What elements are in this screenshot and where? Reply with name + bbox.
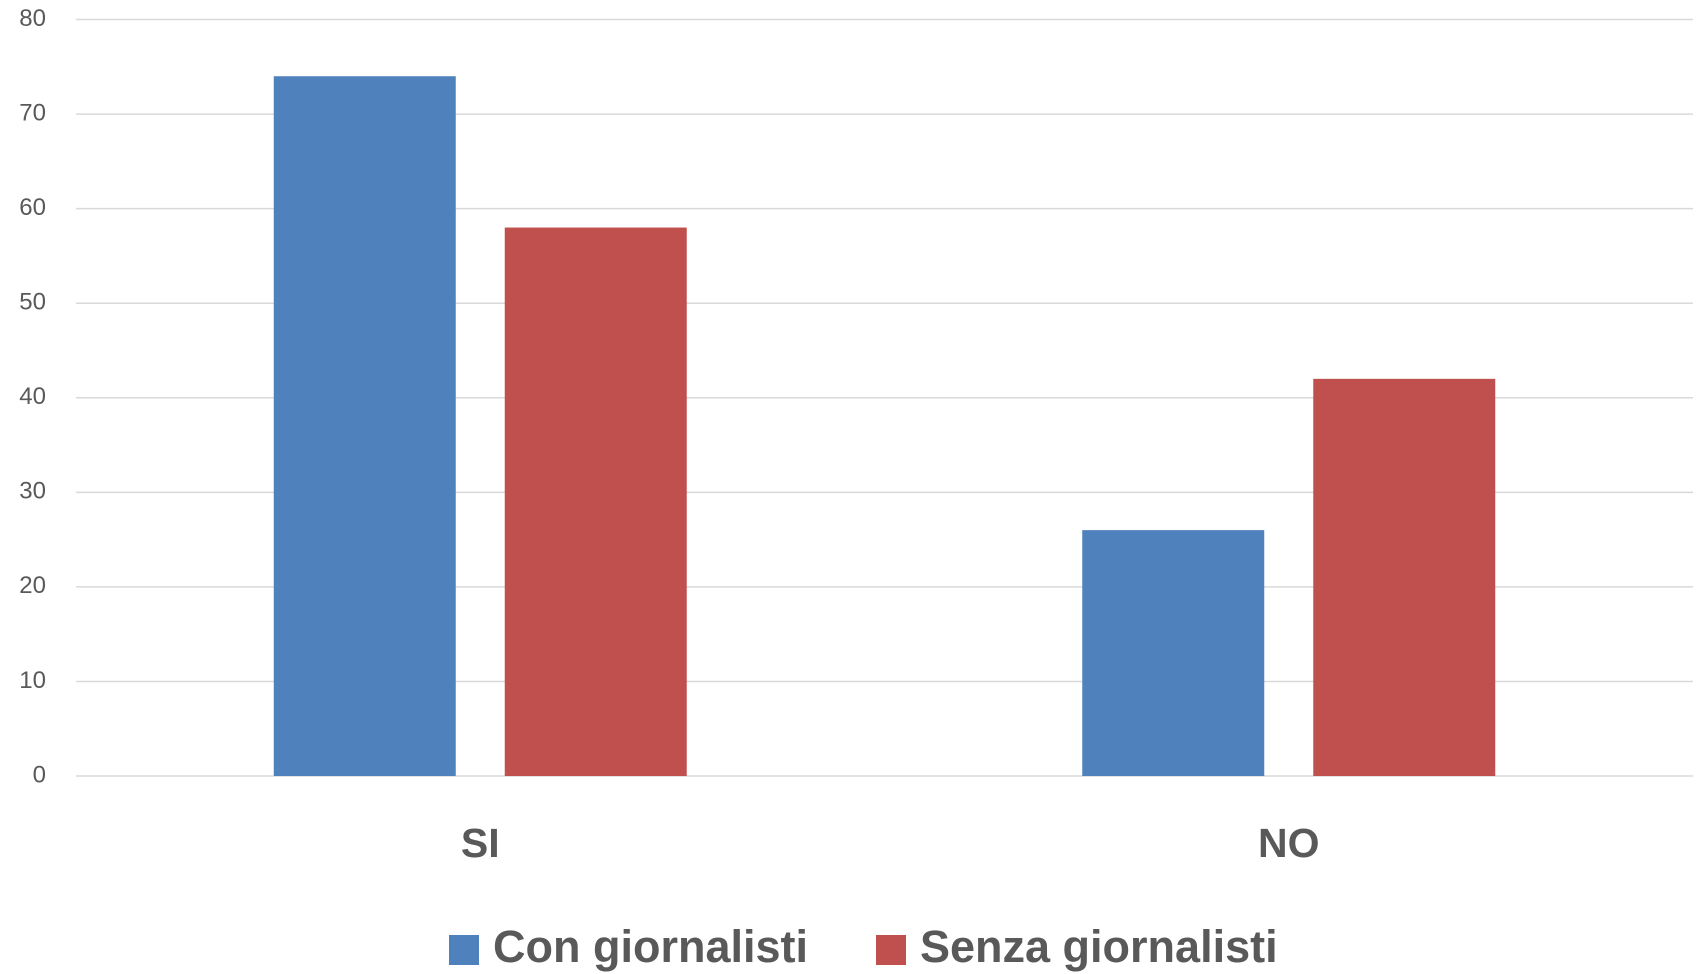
y-tick-label: 60	[19, 194, 46, 221]
legend-swatch	[449, 935, 479, 965]
legend-swatch	[876, 935, 906, 965]
legend-label: Senza giornalisti	[920, 921, 1278, 972]
y-tick-label: 30	[19, 478, 46, 505]
bar	[1082, 530, 1265, 776]
y-tick-label: 40	[19, 383, 46, 410]
y-tick-label: 0	[33, 761, 46, 788]
y-tick-label: 70	[19, 99, 46, 126]
y-tick-label: 10	[19, 667, 46, 694]
bar	[504, 227, 687, 777]
x-tick-label: NO	[1258, 820, 1320, 866]
legend-label: Con giornalisti	[493, 921, 808, 972]
y-tick-label: 50	[19, 289, 46, 316]
bar	[273, 76, 456, 777]
y-tick-label: 80	[19, 5, 46, 32]
y-tick-label: 20	[19, 572, 46, 599]
x-tick-label: SI	[461, 820, 500, 866]
bar	[1313, 378, 1496, 776]
